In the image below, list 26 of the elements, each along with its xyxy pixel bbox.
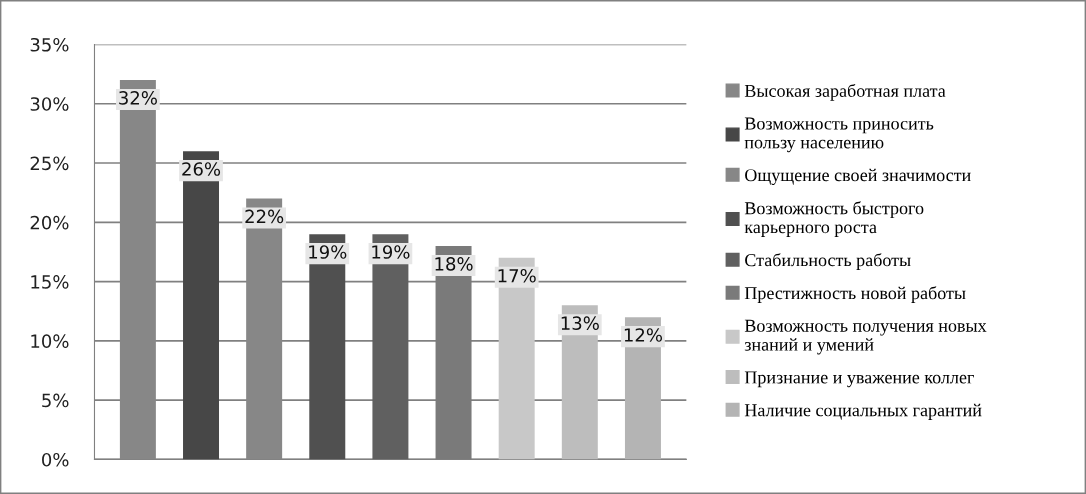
legend-label: Возможность быстрого карьерного роста: [744, 201, 924, 237]
legend-label: Ощущение своей значимости: [745, 168, 971, 185]
y-tick-label: 15%: [31, 275, 69, 289]
legend-label: Высокая заработная плата: [744, 83, 946, 101]
legend-label: Престижность новой работы: [744, 286, 966, 303]
legend-label: Возможность получения новых знаний и умений: [744, 319, 987, 355]
legend-label: Наличие социальных гарантий: [744, 403, 982, 420]
data-label: 18%: [435, 257, 473, 271]
y-tick-label: 25%: [30, 156, 69, 171]
y-tick-label: 30%: [30, 97, 69, 111]
data-label: 12%: [624, 328, 663, 342]
data-label: 19%: [372, 245, 410, 259]
data-label: 32%: [119, 91, 157, 105]
legend-label: Возможность приносить пользу населению: [744, 117, 934, 153]
y-tick-label: 0%: [42, 452, 69, 467]
data-label: 22%: [245, 209, 284, 224]
data-label: 13%: [561, 316, 599, 330]
legend-label: Признание и уважение коллег: [744, 371, 974, 388]
y-tick-label: 35%: [30, 37, 69, 52]
y-tick-label: 20%: [30, 215, 69, 230]
y-tick-label: 5%: [42, 393, 69, 408]
legend-label: Стабильность работы: [745, 253, 911, 270]
y-tick-label: 10%: [31, 334, 69, 348]
data-label: 17%: [498, 268, 536, 283]
data-label: 19%: [309, 245, 347, 259]
data-label: 26%: [182, 162, 221, 176]
